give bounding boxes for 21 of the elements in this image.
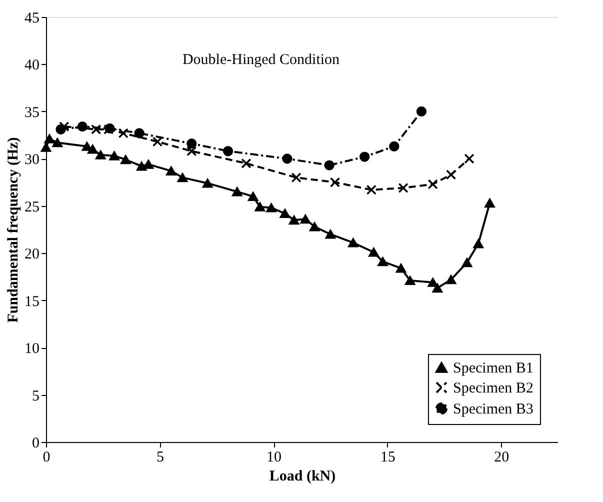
y-tick-label: 5 xyxy=(32,388,40,404)
y-tick-label: 35 xyxy=(24,104,40,121)
x-axis-title: Load (kN) xyxy=(269,468,336,484)
annotation: Double-Hinged Condition xyxy=(182,52,340,68)
y-tick-label: 0 xyxy=(32,436,40,452)
y-tick-label: 30 xyxy=(24,152,40,168)
y-tick-label: 45 xyxy=(24,10,40,26)
x-tick-label: 10 xyxy=(266,450,282,466)
y-tick-label: 20 xyxy=(24,246,40,263)
legend-label: Specimen B3 xyxy=(453,402,534,418)
legend-label: Specimen B1 xyxy=(453,360,534,376)
y-tick-label: 15 xyxy=(24,294,40,310)
y-tick-label: 10 xyxy=(24,341,40,358)
x-tick-label: 15 xyxy=(380,450,396,466)
x-tick-label: 20 xyxy=(494,450,510,466)
y-tick-label: 25 xyxy=(24,199,40,216)
y-tick-label: 40 xyxy=(24,58,40,74)
legend-label: Specimen B2 xyxy=(453,380,534,396)
y-axis-title: Fundamental frequency (Hz) xyxy=(6,137,22,323)
x-tick-label: 0 xyxy=(42,450,50,466)
x-tick-label: 5 xyxy=(156,450,164,466)
